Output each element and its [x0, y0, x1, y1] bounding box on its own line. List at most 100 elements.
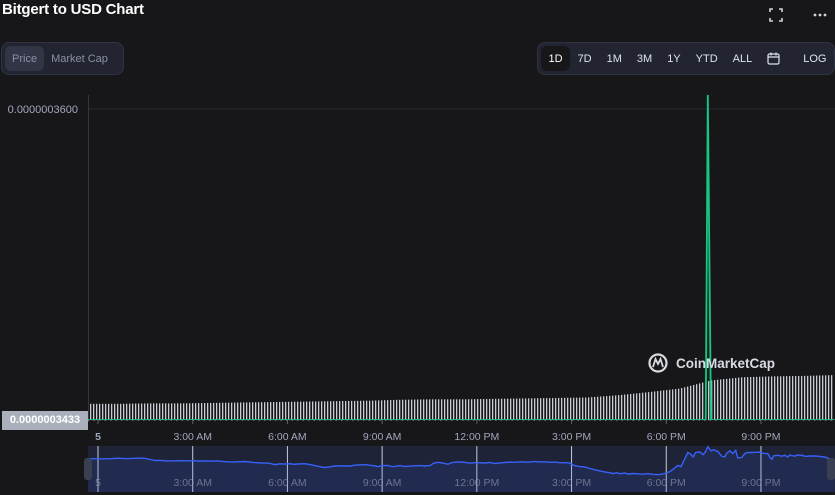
range-ytd[interactable]: YTD — [695, 52, 718, 65]
x-tick-label: 9:00 AM — [363, 431, 402, 443]
volume-bar — [321, 401, 323, 420]
volume-bar — [612, 395, 614, 420]
volume-bar — [624, 394, 626, 420]
volume-bar — [327, 401, 329, 420]
range-3m[interactable]: 3M — [636, 52, 653, 65]
volume-bar — [420, 399, 422, 420]
volume-bar — [396, 399, 398, 420]
volume-bar — [495, 398, 497, 420]
volume-bar — [291, 401, 293, 420]
volume-bar — [591, 397, 593, 420]
volume-bar — [693, 384, 695, 420]
volume-bar — [726, 378, 728, 420]
more-horizontal-icon[interactable] — [810, 5, 830, 25]
volume-bar — [648, 392, 650, 420]
volume-bar — [306, 401, 308, 420]
range-1m[interactable]: 1M — [606, 52, 622, 65]
volume-bar — [549, 398, 551, 420]
area-fill-up — [88, 95, 835, 420]
volume-bar — [150, 403, 152, 420]
volume-bar — [369, 400, 371, 420]
volume-bar — [363, 400, 365, 420]
volume-bar — [699, 383, 701, 420]
volume-bar — [261, 402, 263, 420]
volume-bar — [807, 375, 809, 420]
volume-bar — [174, 403, 176, 420]
volume-bar — [318, 401, 320, 420]
volume-bar — [447, 399, 449, 420]
volume-bar — [477, 399, 479, 420]
volume-bar — [189, 403, 191, 420]
area-fill-down — [88, 95, 835, 420]
volume-bar — [441, 399, 443, 420]
log-scale-button[interactable]: LOG — [803, 52, 827, 65]
volume-bar — [210, 402, 212, 420]
volume-bar — [156, 403, 158, 420]
volume-bar — [759, 376, 761, 420]
volume-bar — [168, 403, 170, 420]
volume-bar — [639, 393, 641, 420]
volume-bar — [732, 378, 734, 420]
volume-bar — [192, 403, 194, 420]
volume-bar — [402, 399, 404, 420]
volume-bar — [117, 403, 119, 420]
volume-bar — [216, 402, 218, 420]
volume-bar — [453, 399, 455, 420]
volume-bar — [408, 399, 410, 420]
volume-bar — [378, 400, 380, 420]
navigator-tick-label: 5 — [95, 477, 101, 489]
navigator-area — [88, 446, 835, 492]
volume-bar — [405, 399, 407, 420]
volume-bar — [231, 402, 233, 420]
volume-bar — [429, 399, 431, 420]
volume-bar — [780, 376, 782, 420]
volume-bar — [645, 392, 647, 420]
navigator-tick-label: 6:00 PM — [647, 477, 686, 489]
tab-market-cap[interactable]: Market Cap — [51, 52, 108, 65]
volume-bar — [195, 403, 197, 420]
volume-bar — [681, 388, 683, 420]
volume-bar — [528, 398, 530, 420]
range-1d[interactable]: 1D — [541, 46, 571, 71]
volume-bar — [159, 403, 161, 420]
range-all[interactable]: ALL — [732, 52, 753, 65]
volume-bar — [465, 399, 467, 420]
navigator-tick-label: 3:00 AM — [173, 477, 212, 489]
volume-bar — [789, 376, 791, 420]
navigator-right-handle[interactable] — [827, 458, 835, 480]
tab-price[interactable]: Price — [5, 46, 45, 71]
navigator-left-handle[interactable] — [84, 458, 92, 480]
volume-bar — [798, 375, 800, 420]
volume-bar — [426, 399, 428, 420]
coinmarketcap-watermark: CoinMarketCap — [648, 353, 775, 373]
volume-bar — [720, 379, 722, 420]
volume-bar — [573, 397, 575, 420]
volume-bar — [810, 375, 812, 420]
volume-bar — [540, 398, 542, 420]
volume-bar — [111, 403, 113, 420]
navigator-tick-label: 9:00 AM — [363, 477, 402, 489]
volume-bar — [99, 403, 101, 420]
volume-bar — [108, 403, 110, 420]
volume-bar — [273, 402, 275, 420]
fullscreen-icon[interactable] — [766, 5, 786, 25]
range-7d[interactable]: 7D — [577, 52, 592, 65]
calendar-icon[interactable] — [760, 46, 788, 71]
volume-bar — [504, 398, 506, 420]
navigator-background[interactable] — [88, 446, 835, 492]
volume-bar — [372, 400, 374, 420]
volume-bar — [228, 402, 230, 420]
volume-bar — [603, 396, 605, 420]
volume-bar — [564, 397, 566, 420]
volume-bar — [537, 398, 539, 420]
volume-bar — [582, 397, 584, 420]
volume-bar — [762, 376, 764, 420]
volume-bar — [393, 399, 395, 420]
volume-bar — [777, 376, 779, 420]
volume-bar — [219, 402, 221, 420]
volume-bar — [381, 400, 383, 420]
volume-bar — [579, 397, 581, 420]
range-1y[interactable]: 1Y — [667, 52, 681, 65]
volume-bar — [438, 399, 440, 420]
